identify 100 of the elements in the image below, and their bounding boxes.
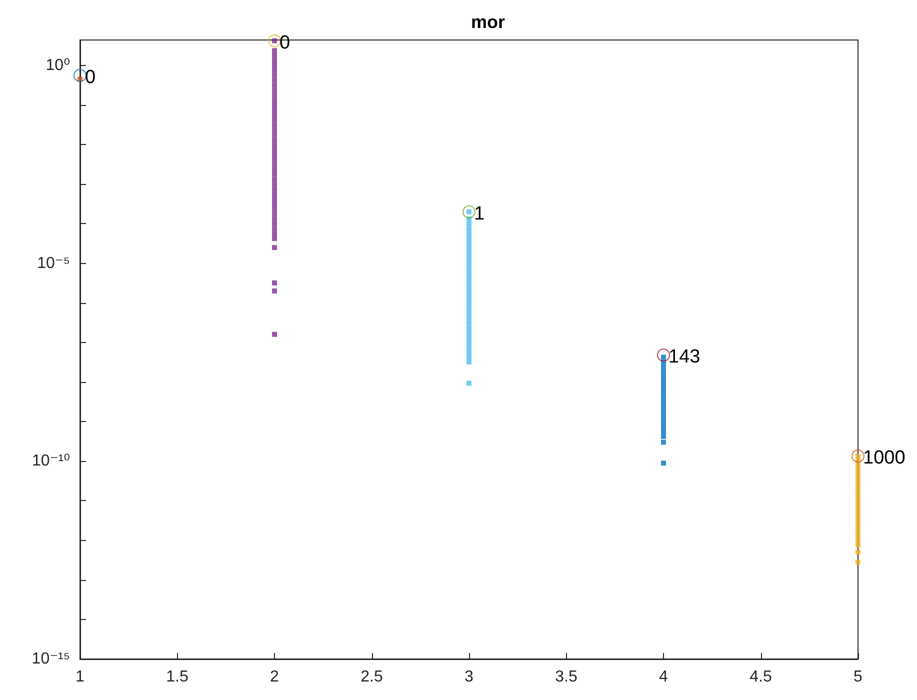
point <box>661 389 666 394</box>
point <box>272 48 277 54</box>
point <box>661 434 666 439</box>
point <box>661 424 666 430</box>
point <box>466 246 472 251</box>
point <box>466 335 472 340</box>
point <box>466 380 472 386</box>
point <box>272 107 277 112</box>
point <box>661 404 666 410</box>
point <box>466 290 472 296</box>
y-tick-label: 10⁻¹⁰ <box>32 452 70 470</box>
y-tick-label: 10⁻⁵ <box>37 254 70 272</box>
point <box>272 201 277 206</box>
point <box>466 325 472 330</box>
x-tick-label: 4 <box>659 668 668 686</box>
point <box>272 332 277 337</box>
point <box>272 172 277 177</box>
x-tick-label: 4.5 <box>750 668 772 686</box>
point <box>272 152 277 157</box>
point <box>272 192 277 197</box>
x-tick-label: 1 <box>76 668 85 686</box>
annotation: 1 <box>474 203 485 224</box>
point <box>856 542 860 548</box>
point <box>272 72 277 78</box>
point <box>272 127 277 132</box>
point <box>466 295 472 300</box>
point <box>466 315 472 320</box>
chart-title: mor <box>470 12 506 32</box>
x-tick-label: 2.5 <box>360 668 383 686</box>
point <box>661 419 666 424</box>
point <box>856 522 860 528</box>
point <box>272 182 277 187</box>
annotation: 1000 <box>863 447 906 468</box>
y-tick-label: 10⁰ <box>46 56 70 74</box>
point <box>272 156 277 162</box>
point <box>856 493 860 498</box>
point <box>466 286 472 291</box>
point <box>661 399 666 404</box>
point <box>272 88 277 93</box>
point <box>272 137 277 142</box>
point <box>466 310 472 316</box>
point <box>466 350 472 355</box>
point <box>856 513 860 518</box>
point <box>272 147 277 152</box>
point <box>272 236 277 242</box>
point <box>856 498 860 504</box>
x-tick-label: 2 <box>270 668 280 686</box>
point <box>466 260 472 266</box>
point <box>272 186 277 192</box>
point <box>272 206 277 212</box>
point <box>272 78 277 83</box>
point <box>856 550 860 555</box>
point <box>272 216 277 222</box>
point <box>661 440 666 445</box>
point <box>272 221 277 226</box>
point <box>272 53 277 58</box>
point <box>272 117 277 122</box>
point <box>272 196 277 202</box>
point <box>272 132 277 138</box>
point <box>466 280 472 286</box>
point <box>856 560 860 565</box>
point <box>272 245 277 250</box>
point <box>856 532 860 538</box>
point <box>272 211 277 216</box>
point <box>466 340 472 345</box>
point <box>466 266 472 271</box>
point <box>661 394 666 400</box>
point <box>856 478 860 484</box>
x-tick-label: 3 <box>464 668 474 686</box>
point <box>466 236 472 242</box>
point <box>661 380 666 385</box>
point <box>856 488 860 494</box>
point <box>466 256 472 261</box>
point <box>466 241 472 246</box>
annotation: 0 <box>85 66 96 88</box>
point <box>466 231 472 236</box>
point <box>466 221 472 226</box>
point <box>856 473 860 478</box>
point <box>661 409 666 414</box>
point <box>272 92 277 98</box>
point <box>272 58 277 64</box>
point <box>856 483 860 488</box>
point <box>272 176 277 182</box>
point <box>856 528 860 533</box>
x-tick-label: 1.5 <box>166 668 188 686</box>
point <box>856 518 860 524</box>
point <box>466 305 472 310</box>
point <box>272 62 277 68</box>
point <box>466 320 472 326</box>
point <box>272 166 277 172</box>
point <box>272 102 277 108</box>
point <box>466 276 472 281</box>
annotation: 143 <box>668 346 700 368</box>
y-tick-label: 10⁻¹⁵ <box>32 650 70 668</box>
point <box>272 68 277 73</box>
point <box>466 360 472 365</box>
point <box>856 503 860 508</box>
point <box>661 364 666 370</box>
point <box>272 142 277 148</box>
point <box>856 508 860 514</box>
